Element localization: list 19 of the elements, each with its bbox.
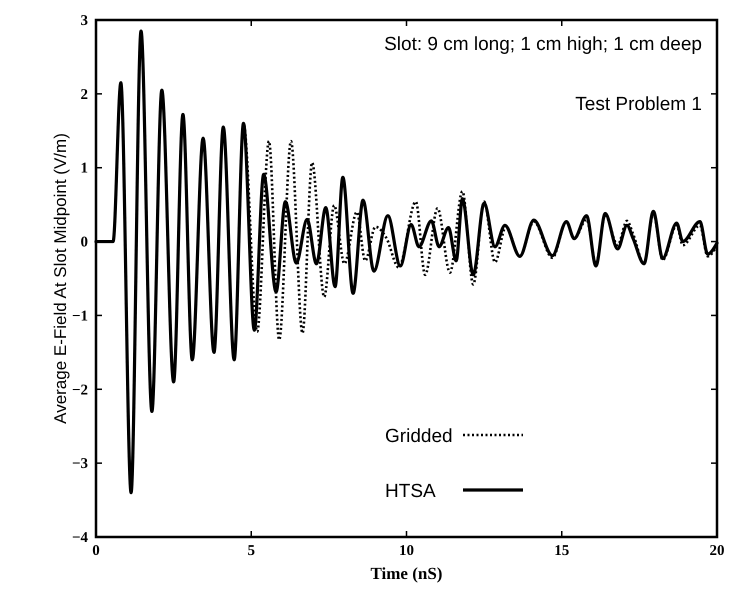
- y-tick-label: −1: [72, 308, 88, 324]
- x-tick-label: 10: [399, 543, 414, 559]
- x-tick-label: 15: [554, 543, 570, 559]
- y-tick-label: 2: [80, 86, 88, 103]
- y-tick-label: 0: [80, 234, 88, 251]
- annotation: Test Problem 1: [575, 94, 702, 115]
- y-tick-label: 3: [80, 13, 88, 29]
- annotation: Slot: 9 cm long; 1 cm high; 1 cm deep: [384, 34, 702, 55]
- y-tick-label: −3: [72, 456, 88, 472]
- y-axis-title: Average E-Field At Slot Midpoint (V/m): [51, 133, 70, 424]
- y-tick-label: −2: [72, 382, 88, 398]
- y-tick-label: 1: [80, 160, 88, 177]
- x-axis-title: Time (nS): [370, 564, 442, 583]
- y-tick-label: −4: [72, 530, 88, 546]
- x-tick-label: 0: [92, 543, 100, 559]
- legend-label: Gridded: [385, 426, 453, 447]
- x-tick-label: 20: [710, 543, 724, 559]
- x-tick-label: 5: [248, 543, 255, 559]
- legend-label: HTSA: [385, 481, 436, 502]
